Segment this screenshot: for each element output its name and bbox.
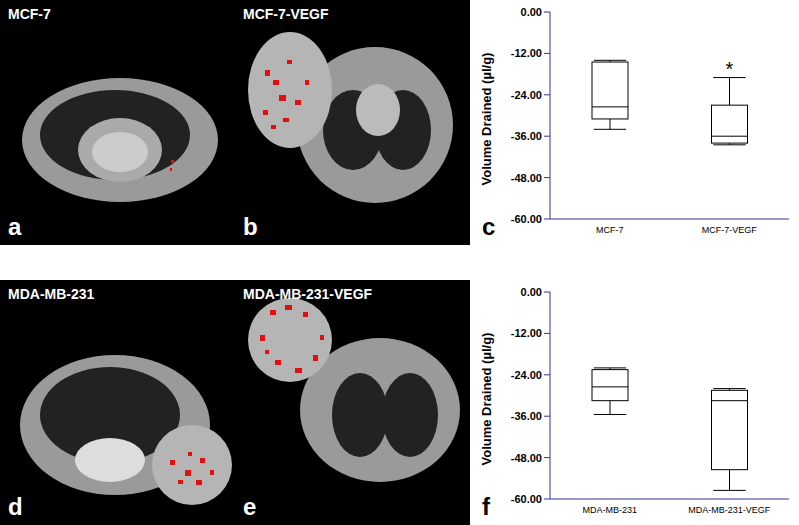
- svg-text:0.00: 0.00: [521, 6, 542, 18]
- svg-text:Volume Drained (µl/g): Volume Drained (µl/g): [479, 333, 494, 466]
- svg-text:MDA-MB-231: MDA-MB-231: [582, 505, 637, 515]
- svg-text:0.00: 0.00: [521, 286, 542, 298]
- svg-text:MDA-MB-231-VEGF: MDA-MB-231-VEGF: [688, 505, 771, 515]
- html-text:a: a: [8, 213, 22, 240]
- svg-text:-36.00: -36.00: [511, 130, 542, 142]
- svg-text:-12.00: -12.00: [511, 327, 542, 339]
- svg-text:-48.00: -48.00: [511, 452, 542, 464]
- html-text:MDA-MB-231: MDA-MB-231: [8, 286, 95, 302]
- svg-text:MCF-7: MCF-7: [596, 225, 624, 235]
- html-text:f: f: [482, 493, 490, 520]
- html-text:b: b: [243, 213, 258, 240]
- svg-text:-48.00: -48.00: [511, 172, 542, 184]
- html-text:c: c: [482, 213, 496, 240]
- html-text:d: d: [8, 493, 23, 520]
- svg-text:-12.00: -12.00: [511, 47, 542, 59]
- svg-text:-24.00: -24.00: [511, 89, 542, 101]
- svg-text:MCF-7-VEGF: MCF-7-VEGF: [702, 225, 758, 235]
- html-text:MCF-7-VEGF: MCF-7-VEGF: [243, 6, 329, 22]
- svg-text:-24.00: -24.00: [511, 369, 542, 381]
- html-text:MDA-MB-231-VEGF: MDA-MB-231-VEGF: [243, 286, 373, 302]
- html-text:e: e: [243, 493, 257, 520]
- html-text:MCF-7: MCF-7: [8, 6, 51, 22]
- svg-text:-36.00: -36.00: [511, 410, 542, 422]
- svg-text:-60.00: -60.00: [511, 213, 542, 225]
- svg-text:-60.00: -60.00: [511, 493, 542, 505]
- svg-text:*: *: [726, 58, 734, 80]
- svg-text:Volume Drained (µl/g): Volume Drained (µl/g): [479, 53, 494, 186]
